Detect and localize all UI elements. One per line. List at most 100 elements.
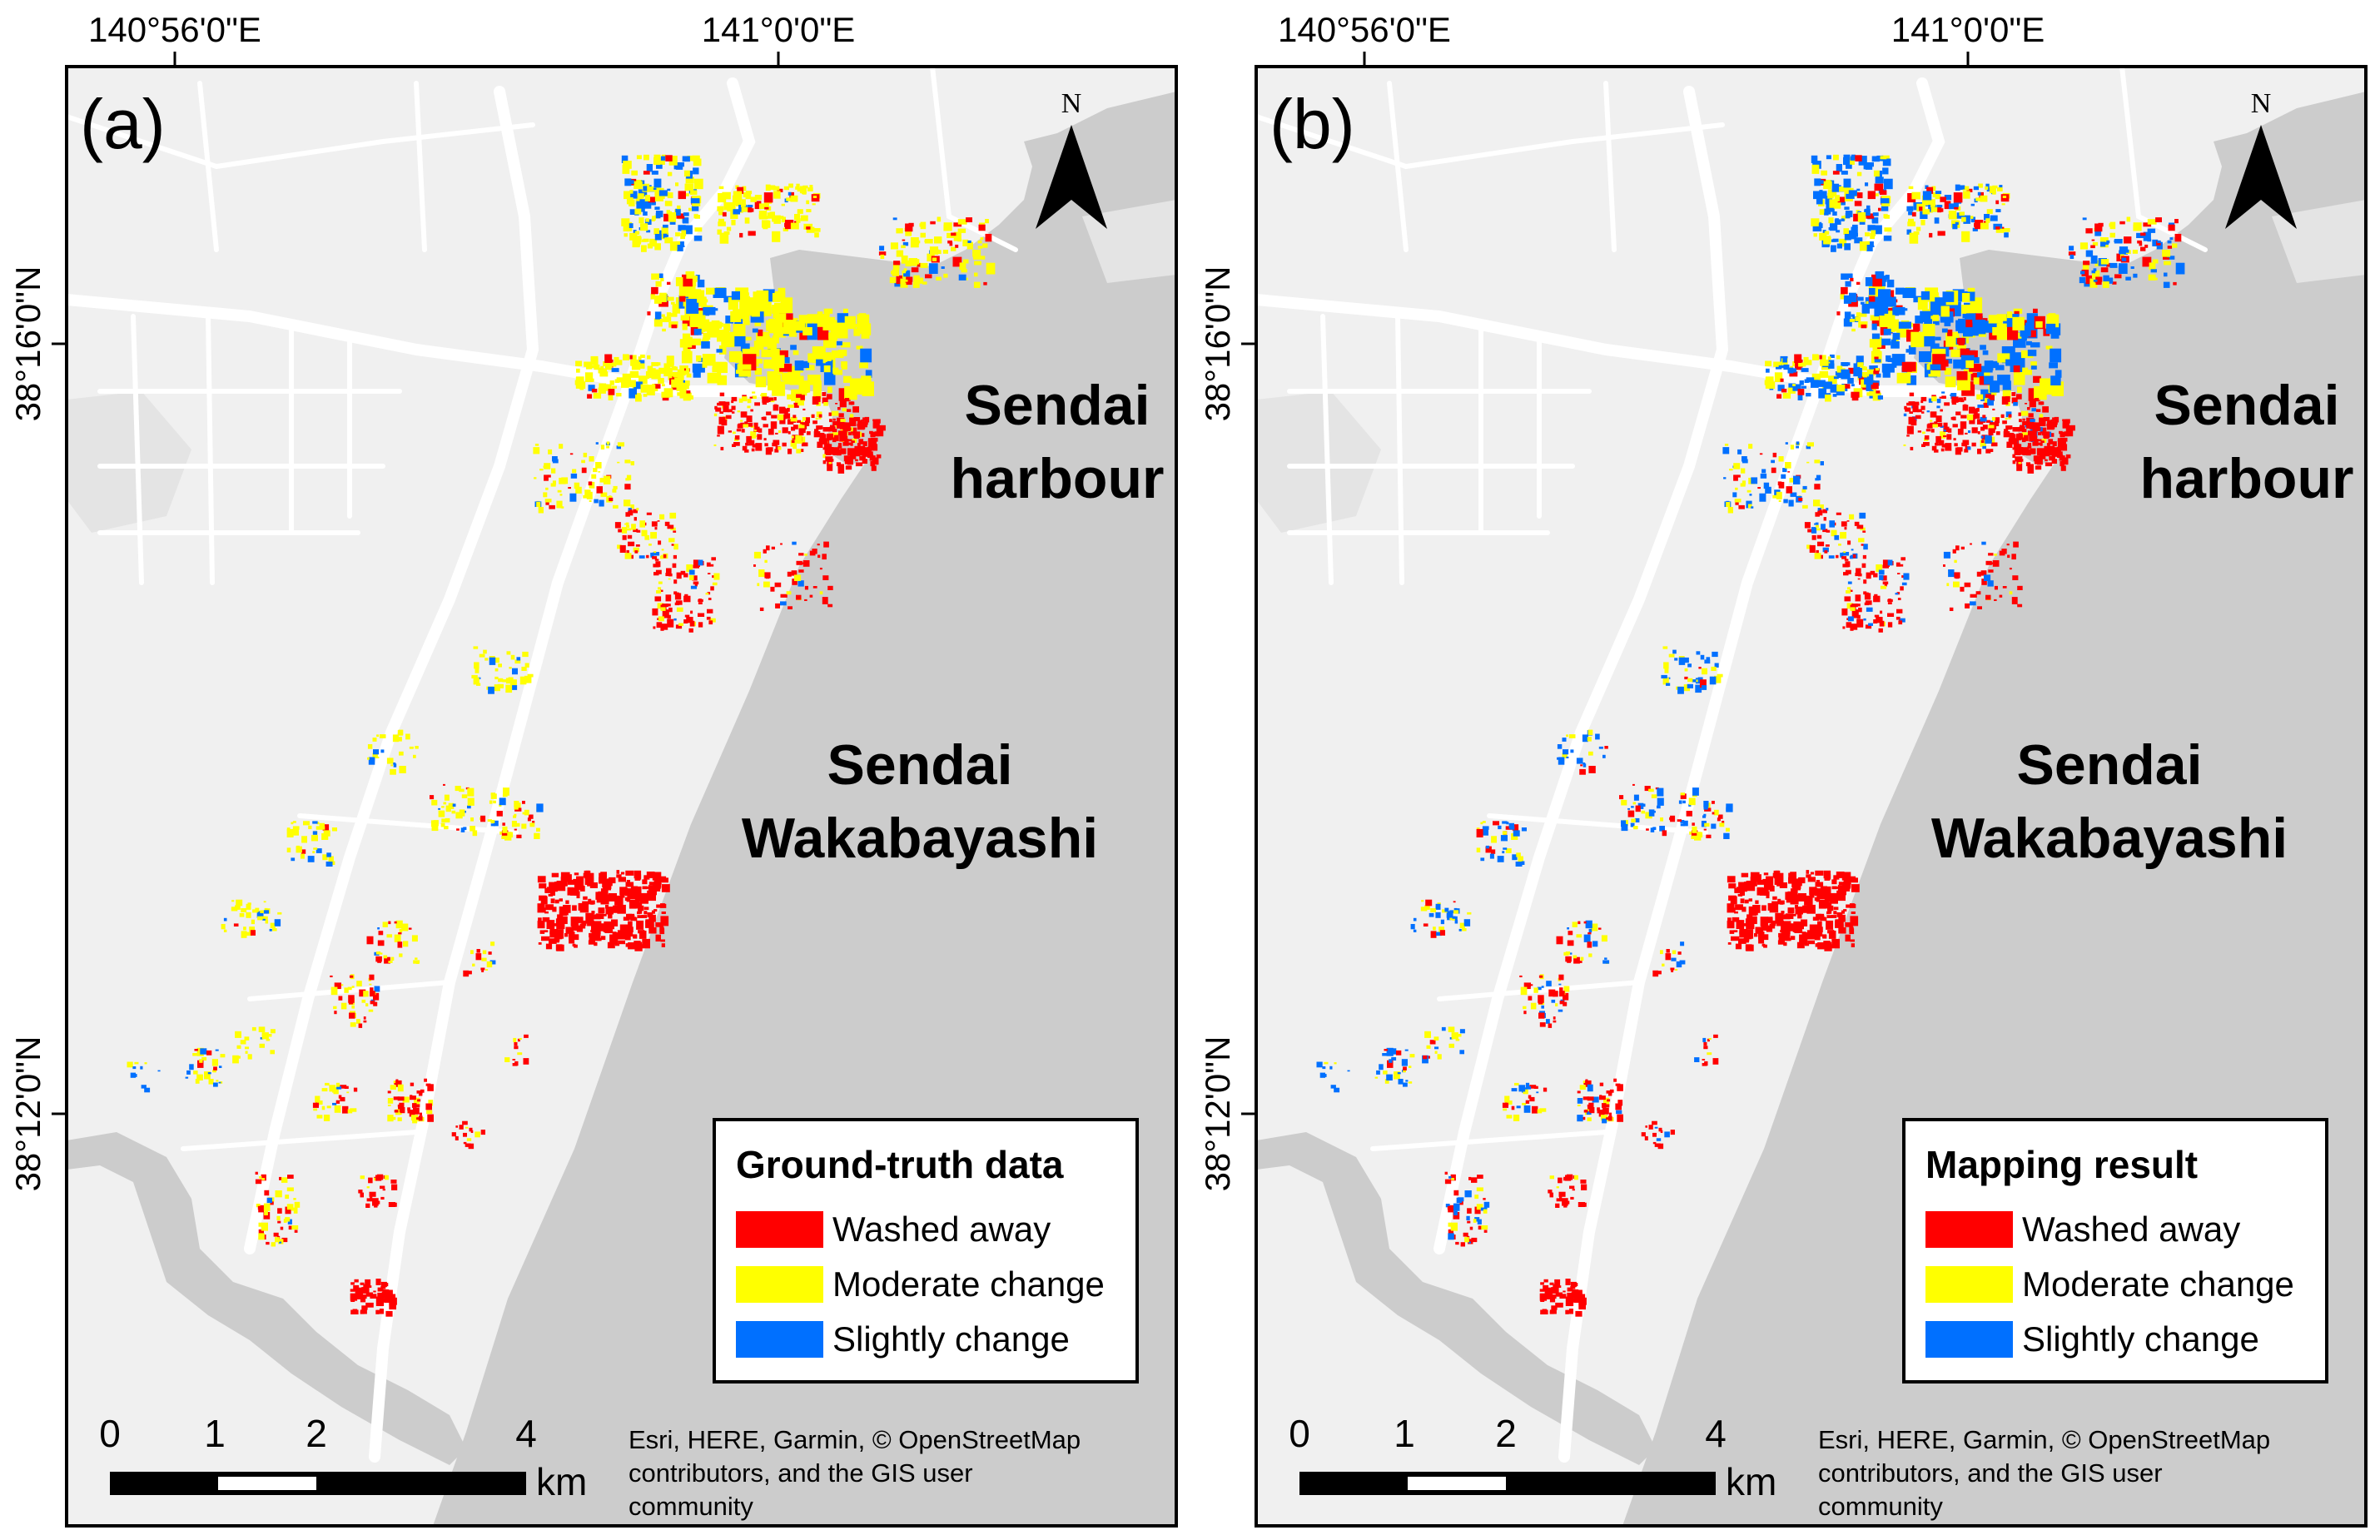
building-footprint (791, 435, 794, 439)
building-footprint (502, 794, 508, 797)
building-footprint (653, 228, 659, 235)
building-footprint (832, 335, 837, 341)
building-footprint (708, 598, 712, 600)
building-footprint (2050, 348, 2062, 363)
building-footprint (643, 907, 649, 911)
building-footprint (379, 734, 386, 738)
building-footprint (851, 440, 855, 443)
building-footprint (372, 1198, 379, 1206)
building-footprint (683, 573, 688, 578)
building-footprint (1556, 936, 1563, 945)
building-footprint (591, 922, 599, 931)
building-footprint (2109, 223, 2114, 227)
building-footprint (865, 451, 873, 456)
building-footprint (1792, 928, 1801, 932)
building-footprint (676, 572, 682, 579)
building-footprint (1945, 376, 1956, 388)
building-footprint (837, 407, 841, 410)
building-footprint (1848, 367, 1854, 375)
building-footprint (664, 237, 673, 244)
building-footprint (659, 319, 665, 322)
building-footprint (514, 1041, 518, 1046)
building-footprint (2126, 216, 2131, 222)
building-footprint (977, 246, 983, 249)
building-footprint (690, 610, 693, 614)
building-footprint (676, 301, 681, 306)
building-footprint (832, 421, 839, 425)
building-footprint (588, 385, 595, 391)
building-footprint (2012, 575, 2019, 580)
building-footprint (617, 442, 624, 447)
building-footprint (1865, 166, 1873, 170)
building-footprint (1570, 1281, 1577, 1288)
land-patch (1082, 200, 1176, 283)
building-footprint (1580, 956, 1584, 961)
building-footprint (1950, 349, 1961, 358)
building-footprint (613, 485, 618, 489)
building-footprint (350, 1022, 356, 1027)
building-footprint (646, 554, 649, 559)
building-footprint (1969, 363, 1982, 372)
building-footprint (399, 928, 403, 933)
building-footprint (2013, 443, 2020, 448)
building-footprint (1711, 823, 1717, 829)
building-footprint (967, 240, 971, 243)
building-footprint (376, 756, 380, 758)
building-footprint (1830, 892, 1838, 904)
building-footprint (599, 923, 608, 931)
building-footprint (591, 474, 597, 479)
building-footprint (286, 827, 291, 831)
building-footprint (742, 395, 747, 398)
building-footprint (679, 288, 686, 296)
building-footprint (360, 1192, 364, 1198)
building-footprint (658, 157, 665, 165)
building-footprint (1906, 229, 1911, 235)
building-footprint (1865, 600, 1872, 605)
building-footprint (312, 1102, 319, 1108)
building-footprint (1957, 429, 1964, 435)
building-footprint (1851, 226, 1858, 235)
building-footprint (2005, 396, 2010, 402)
building-footprint (1330, 1085, 1336, 1089)
building-footprint (660, 156, 666, 161)
building-footprint (1880, 156, 1887, 160)
building-footprint (1401, 1059, 1408, 1066)
building-footprint (1637, 802, 1644, 809)
building-footprint (1841, 216, 1846, 221)
building-footprint (2104, 241, 2109, 245)
building-footprint (693, 581, 699, 585)
building-footprint (1717, 817, 1721, 822)
building-footprint (676, 213, 685, 219)
building-footprint (1556, 1186, 1559, 1189)
building-footprint (1515, 862, 1523, 867)
building-footprint (673, 618, 677, 621)
building-footprint (1785, 442, 1788, 445)
building-footprint (643, 186, 648, 191)
building-footprint (1806, 930, 1811, 934)
building-footprint (1548, 1190, 1553, 1194)
building-footprint (802, 562, 805, 565)
building-footprint (1809, 887, 1817, 896)
building-footprint (1828, 931, 1836, 939)
building-footprint (1713, 1034, 1718, 1038)
building-footprint (1453, 1190, 1459, 1196)
building-footprint (372, 753, 378, 758)
building-footprint (658, 273, 663, 278)
building-footprint (1666, 683, 1671, 686)
building-footprint (619, 887, 628, 896)
building-footprint (636, 508, 639, 511)
building-footprint (377, 940, 385, 946)
building-footprint (1458, 928, 1462, 931)
building-footprint (1583, 1096, 1589, 1100)
building-footprint (1866, 382, 1871, 389)
building-footprint (1956, 371, 1968, 380)
building-footprint (524, 1034, 529, 1038)
building-footprint (1922, 191, 1932, 201)
building-footprint (140, 1066, 143, 1070)
building-footprint (1703, 813, 1707, 817)
building-footprint (631, 170, 638, 176)
building-footprint (1870, 570, 1876, 575)
building-footprint (1981, 541, 1986, 545)
building-footprint (1587, 1084, 1593, 1092)
building-footprint (408, 927, 412, 930)
